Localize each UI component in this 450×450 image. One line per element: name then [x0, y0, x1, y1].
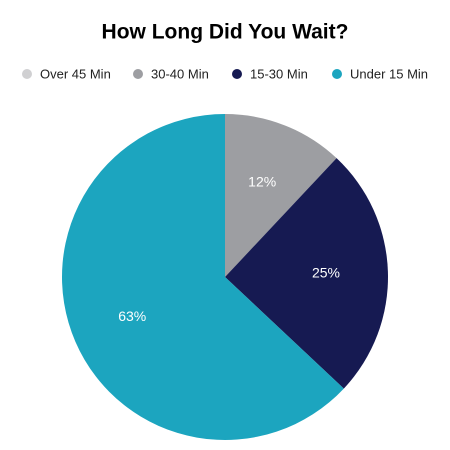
legend-marker — [133, 69, 143, 79]
legend-label: 15-30 Min — [250, 66, 308, 81]
legend-marker — [332, 69, 342, 79]
pie-slice — [62, 114, 344, 440]
legend-marker — [22, 69, 32, 79]
legend-marker — [232, 69, 242, 79]
pie-slice — [225, 114, 337, 277]
pie-slice — [225, 158, 389, 389]
value-label: 25% — [312, 265, 340, 281]
legend-label: Under 15 Min — [350, 66, 428, 81]
value-label: 12% — [248, 174, 276, 190]
value-label: 63% — [118, 308, 146, 324]
legend-label: Over 45 Min — [40, 66, 111, 81]
legend-label: 30-40 Min — [151, 66, 209, 81]
chart-title: How Long Did You Wait? — [102, 21, 349, 44]
